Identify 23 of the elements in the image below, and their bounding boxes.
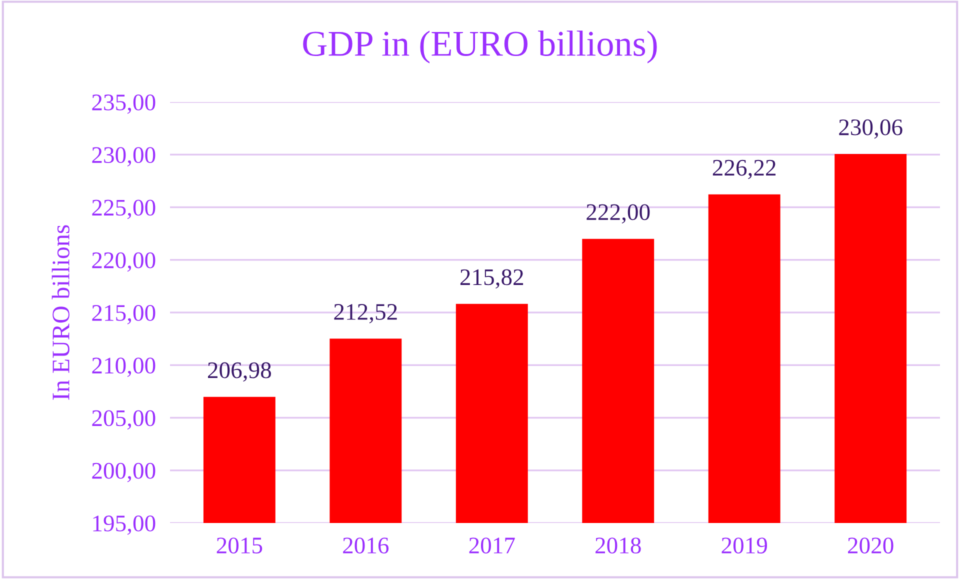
y-tick-label: 205,00 <box>92 410 156 430</box>
x-tick-label: 2019 <box>722 538 767 554</box>
data-label: 230,06 <box>839 119 902 139</box>
x-tick-label: 2016 <box>343 538 389 554</box>
x-tick-label: 2017 <box>469 538 515 554</box>
y-tick-label: 225,00 <box>92 200 156 220</box>
data-label: 215,82 <box>460 269 524 289</box>
y-axis-title: In EURO billions <box>52 225 70 400</box>
data-label: 222,00 <box>586 204 650 224</box>
chart-title: GDP in (EURO billions) <box>303 30 657 64</box>
data-label: 226,22 <box>712 160 776 180</box>
x-tick-label: 2020 <box>848 538 894 554</box>
y-tick-label: 195,00 <box>93 515 156 535</box>
y-tick-label: 215,00 <box>92 304 156 324</box>
x-tick-label: 2015 <box>216 538 262 554</box>
y-tick-label: 210,00 <box>92 358 156 377</box>
x-tick-label: 2018 <box>596 538 641 554</box>
y-tick-label: 235,00 <box>92 94 156 114</box>
data-label: 206,98 <box>208 362 271 382</box>
y-tick-label: 230,00 <box>92 147 156 166</box>
data-label: 212,52 <box>334 304 397 324</box>
y-tick-label: 220,00 <box>92 252 156 272</box>
y-tick-label: 200,00 <box>92 462 156 482</box>
